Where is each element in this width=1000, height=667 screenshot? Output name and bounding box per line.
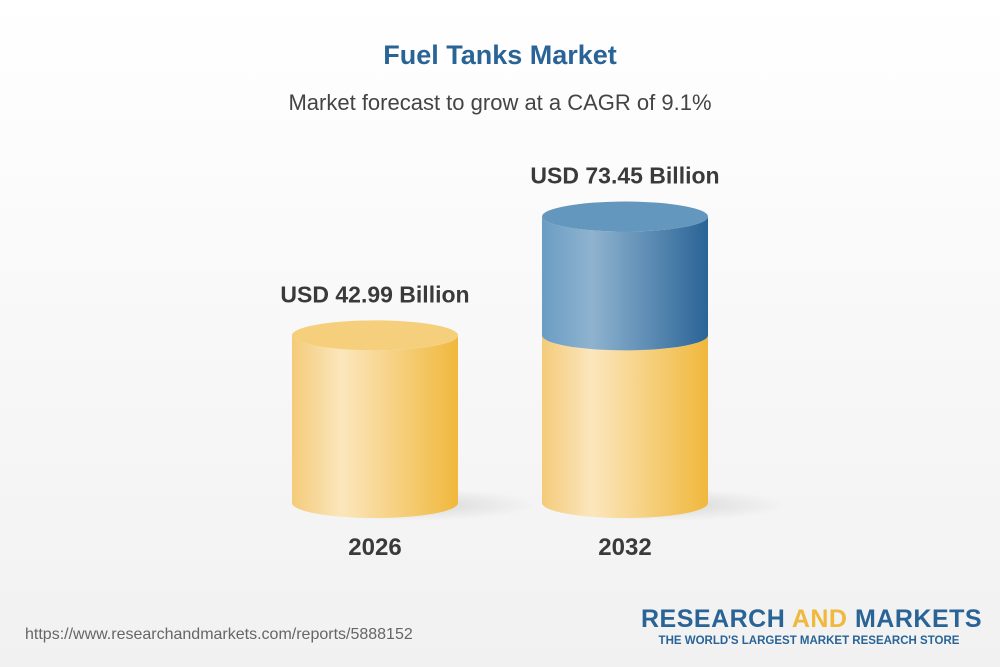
chart-title: Fuel Tanks Market: [383, 40, 617, 70]
category-label: 2026: [348, 534, 401, 561]
data-label: USD 42.99 Billion: [280, 281, 469, 307]
data-label: USD 73.45 Billion: [530, 163, 719, 189]
research-and-markets-logo: RESEARCH AND MARKETS THE WORLD'S LARGEST…: [641, 605, 983, 647]
cylinder-base-2032: [542, 335, 708, 518]
cylinder-base-2026: [292, 335, 458, 518]
cylinder-growth-2032: [542, 216, 708, 351]
chart-subtitle: Market forecast to grow at a CAGR of 9.1…: [288, 90, 712, 115]
cylinder-top: [542, 201, 708, 232]
cylinder-top: [292, 320, 458, 351]
category-label: 2032: [598, 534, 651, 561]
source-url[interactable]: https://www.researchandmarkets.com/repor…: [25, 626, 413, 643]
